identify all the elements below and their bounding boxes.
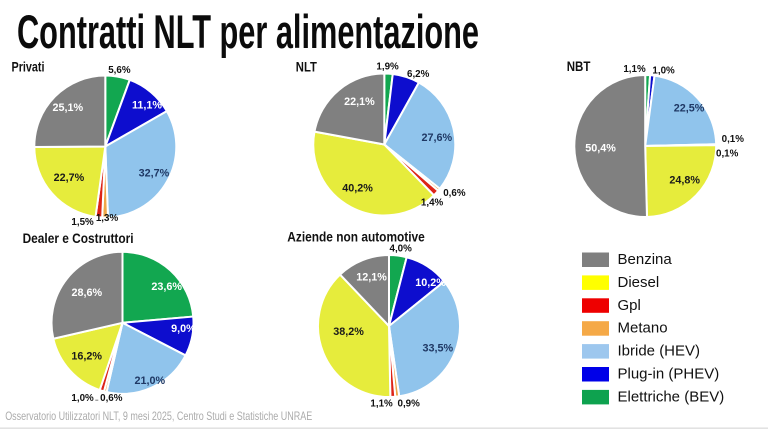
- svg-text:1,3%: 1,3%: [96, 213, 119, 224]
- svg-text:50,4%: 50,4%: [585, 143, 616, 155]
- svg-text:Gpl: Gpl: [618, 297, 641, 314]
- svg-text:40,2%: 40,2%: [342, 183, 373, 195]
- svg-text:Elettriche (BEV): Elettriche (BEV): [618, 388, 725, 405]
- svg-text:27,6%: 27,6%: [421, 132, 452, 144]
- svg-text:33,5%: 33,5%: [422, 342, 453, 354]
- svg-text:Aziende non automotive: Aziende non automotive: [287, 229, 425, 245]
- svg-text:22,7%: 22,7%: [54, 172, 85, 184]
- svg-text:11,1%: 11,1%: [132, 100, 162, 112]
- svg-text:16,2%: 16,2%: [71, 350, 102, 362]
- svg-text:6,2%: 6,2%: [407, 69, 430, 80]
- svg-text:Contratti NLT per alimentazion: Contratti NLT per alimentazione: [17, 6, 479, 59]
- svg-text:25,1%: 25,1%: [52, 102, 83, 114]
- svg-text:4,0%: 4,0%: [390, 244, 413, 255]
- svg-text:12,1%: 12,1%: [356, 272, 387, 284]
- svg-text:Diesel: Diesel: [618, 274, 660, 291]
- svg-text:1,5%: 1,5%: [71, 217, 94, 228]
- svg-text:Ibride (HEV): Ibride (HEV): [618, 343, 701, 360]
- svg-text:0,6%: 0,6%: [100, 393, 123, 404]
- svg-text:23,6%: 23,6%: [151, 281, 182, 293]
- svg-text:28,6%: 28,6%: [71, 287, 102, 299]
- svg-text:32,7%: 32,7%: [139, 168, 170, 180]
- svg-text:1,9%: 1,9%: [376, 62, 399, 73]
- svg-text:1,1%: 1,1%: [623, 64, 646, 75]
- svg-text:NLT: NLT: [296, 58, 317, 74]
- svg-text:1,4%: 1,4%: [421, 198, 444, 209]
- svg-text:NBT: NBT: [567, 58, 591, 74]
- svg-text:38,2%: 38,2%: [333, 326, 364, 338]
- svg-text:0,1%: 0,1%: [716, 148, 739, 159]
- svg-text:Dealer e Costruttori: Dealer e Costruttori: [23, 230, 134, 246]
- svg-text:1,0%: 1,0%: [71, 393, 94, 404]
- svg-text:1,0%: 1,0%: [652, 66, 675, 77]
- svg-text:9,0%: 9,0%: [171, 323, 196, 335]
- svg-text:22,1%: 22,1%: [344, 96, 375, 108]
- svg-text:Metano: Metano: [618, 320, 668, 337]
- svg-text:10,2%: 10,2%: [415, 277, 446, 289]
- svg-text:0,6%: 0,6%: [443, 188, 466, 199]
- svg-text:24,8%: 24,8%: [669, 175, 700, 187]
- svg-text:Privati: Privati: [12, 58, 45, 74]
- svg-text:1,1%: 1,1%: [370, 398, 393, 409]
- svg-text:0,1%: 0,1%: [722, 134, 745, 145]
- svg-text:Osservatorio Utilizzatori NLT,: Osservatorio Utilizzatori NLT, 9 mesi 20…: [5, 409, 312, 423]
- svg-text:22,5%: 22,5%: [674, 103, 705, 115]
- svg-text:0,9%: 0,9%: [398, 398, 421, 409]
- svg-text:5,6%: 5,6%: [108, 65, 131, 76]
- svg-text:Plug-in (PHEV): Plug-in (PHEV): [618, 366, 720, 383]
- svg-text:21,0%: 21,0%: [134, 375, 165, 387]
- svg-text:Benzina: Benzina: [618, 251, 673, 268]
